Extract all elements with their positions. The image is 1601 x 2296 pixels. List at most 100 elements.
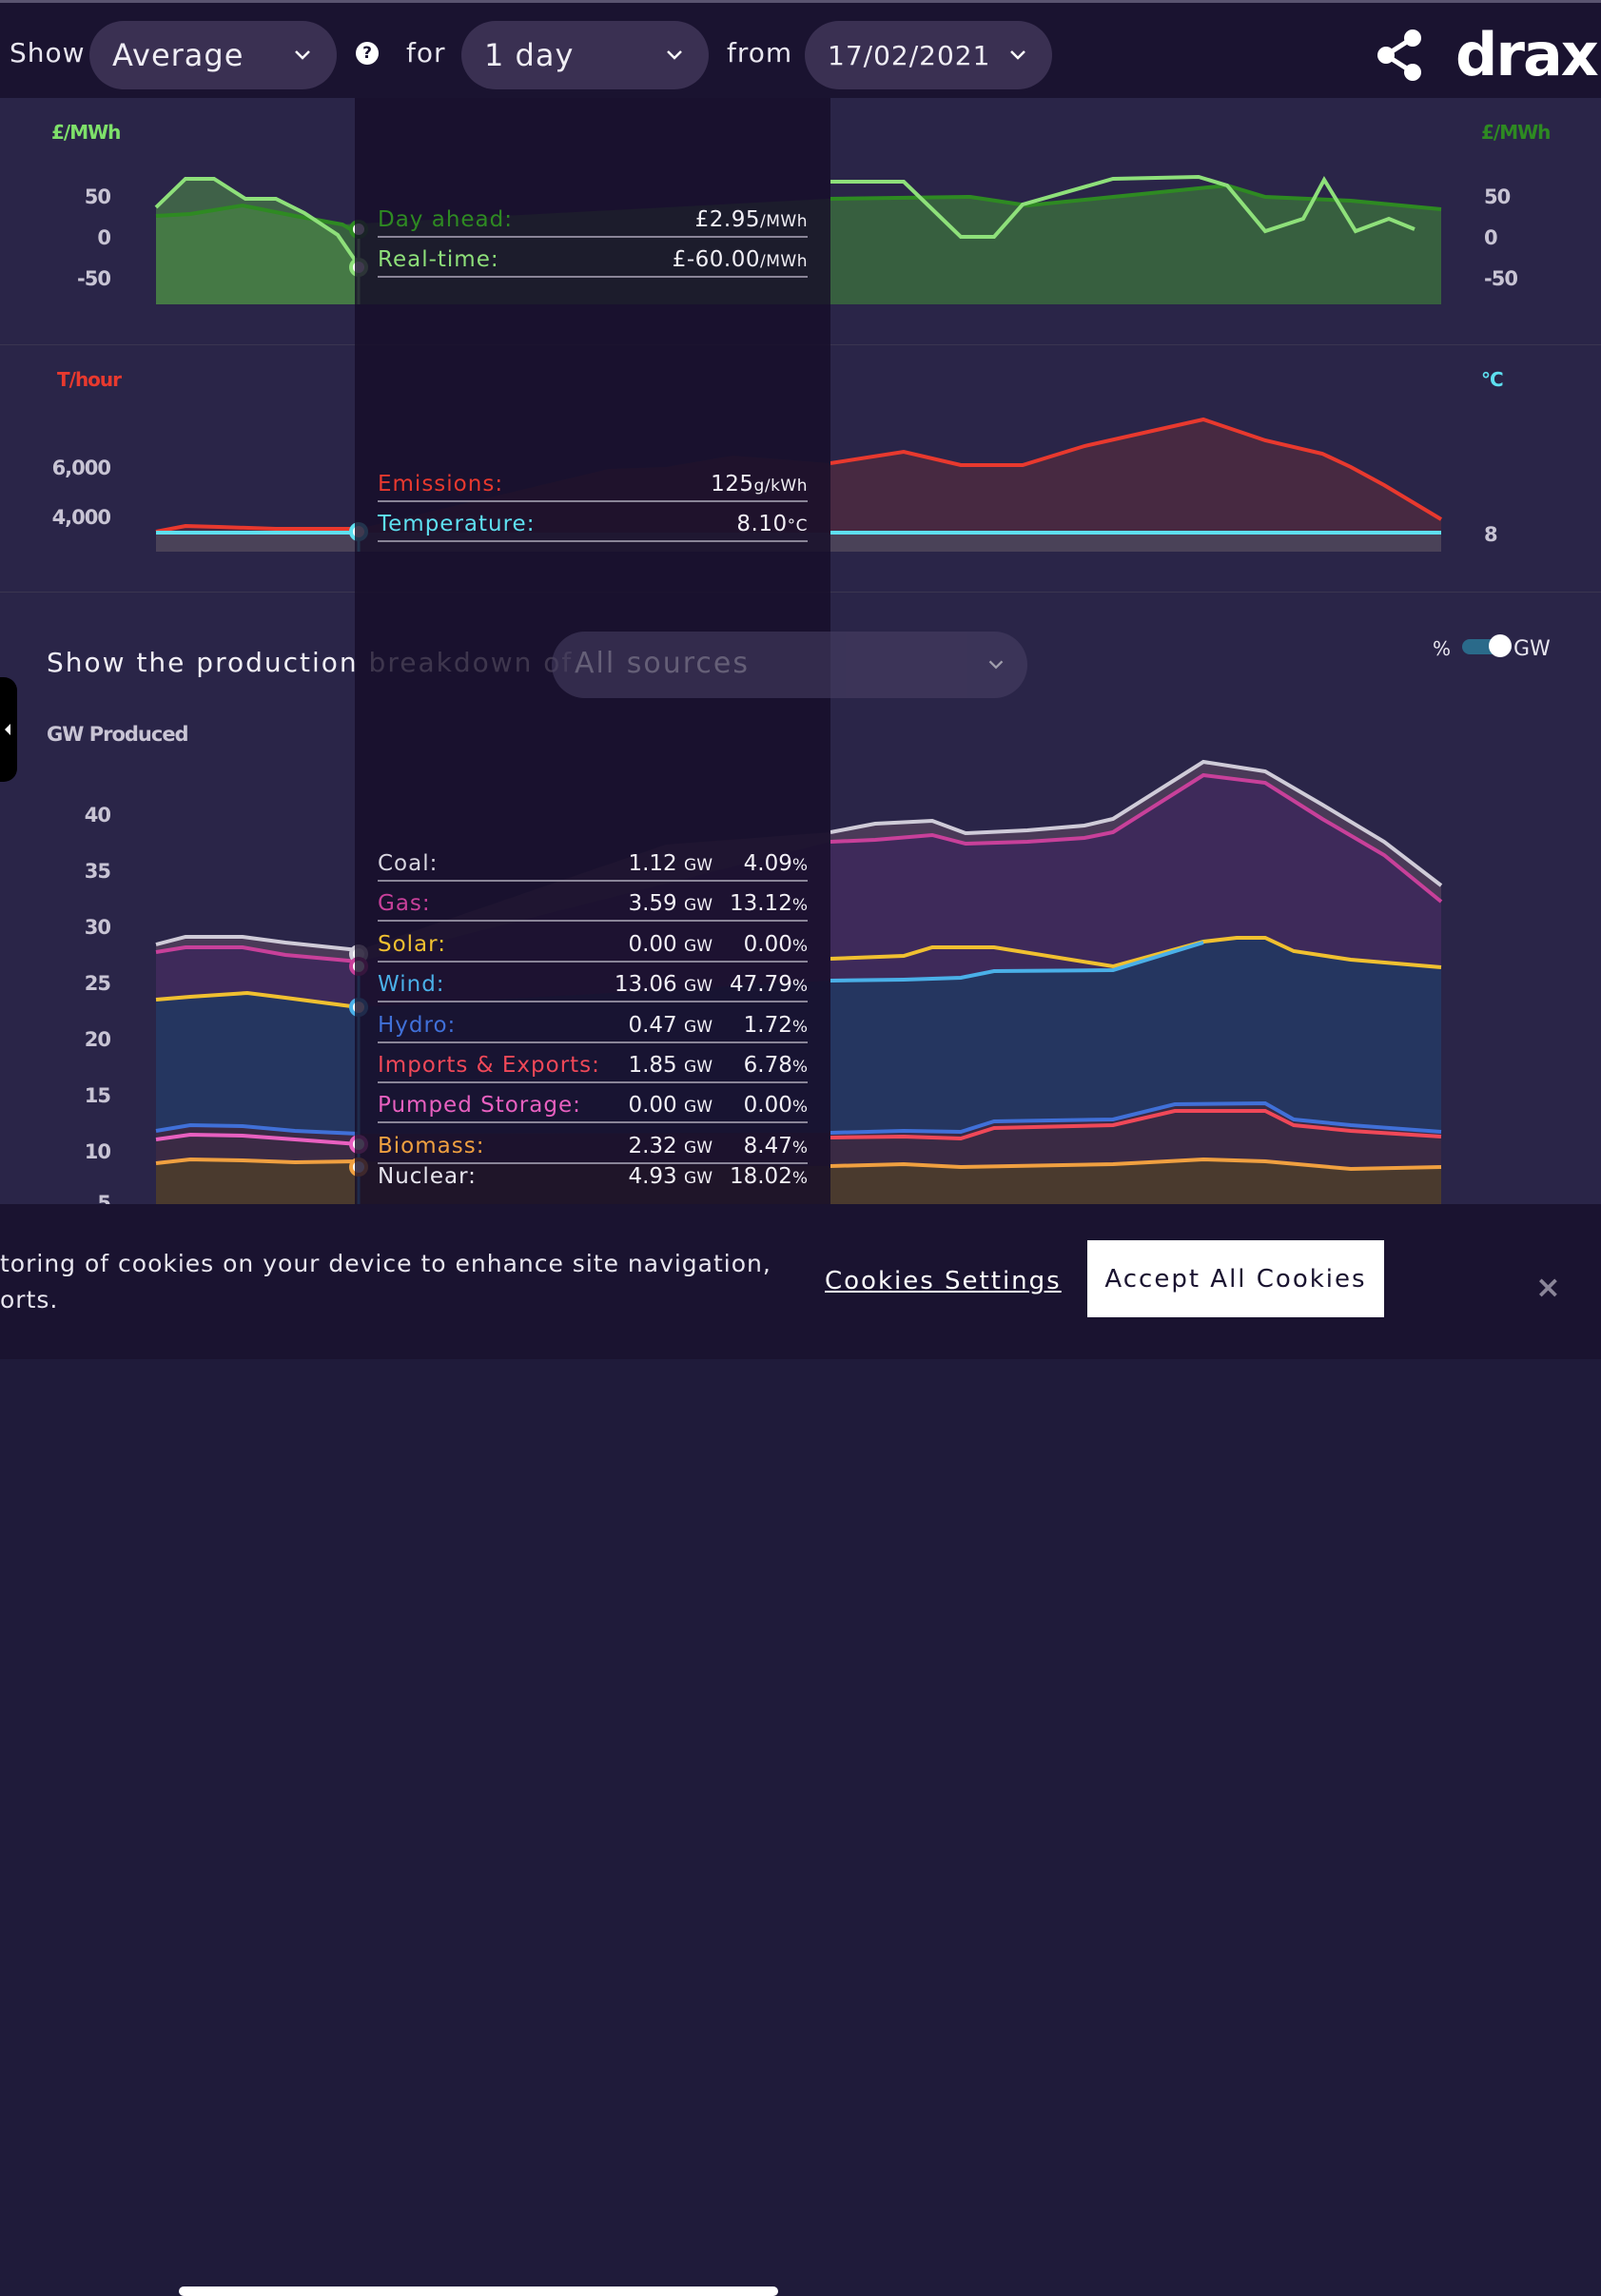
source-pct: 0.00% — [743, 931, 808, 957]
emissions-line — [155, 523, 359, 534]
production-row: Solar: 0.00 GW 0.00% — [378, 923, 808, 963]
production-row: Imports & Exports: 1.85 GW 6.78% — [378, 1043, 808, 1083]
help-icon[interactable]: ? — [356, 42, 379, 65]
period-select-value: 1 day — [484, 37, 575, 73]
price-tick-left: 50 — [84, 185, 111, 208]
production-row: Wind: 13.06 GW 47.79% — [378, 963, 808, 1003]
source-gw: 3.59 GW — [628, 891, 713, 917]
date-select[interactable]: 17/02/2021 — [805, 21, 1052, 89]
breakdown-select[interactable]: All sources — [552, 632, 1027, 698]
source-pct: 6.78% — [743, 1053, 808, 1078]
production-row: Coal: 1.12 GW 4.09% — [378, 842, 808, 882]
cookie-text-line: orts. — [0, 1286, 59, 1313]
show-select[interactable]: Average — [89, 21, 337, 89]
production-tick: 30 — [84, 916, 111, 939]
drax-logo[interactable]: drax — [1455, 20, 1599, 89]
top-bar: Show Average ? for 1 day from 17/02/2021… — [0, 0, 1601, 98]
source-pct: 8.47% — [743, 1133, 808, 1158]
realtime-line — [154, 177, 361, 267]
realtime-value: £-60.00/MWh — [672, 247, 808, 272]
source-pct: 0.00% — [743, 1093, 808, 1119]
emissions-row: Emissions: 125g/kWh — [378, 462, 808, 502]
gas-line — [830, 772, 1443, 904]
source-pct: 4.09% — [743, 851, 808, 876]
source-gw: 13.06 GW — [614, 972, 713, 998]
production-row: Biomass: 2.32 GW 8.47% — [378, 1124, 808, 1164]
source-pct: 1.72% — [743, 1012, 808, 1038]
cookie-banner: toring of cookies on your device to enha… — [0, 1204, 1601, 2296]
source-label: Imports & Exports: — [378, 1053, 600, 1078]
source-label: Nuclear: — [378, 1164, 477, 1190]
toggle-percent-label: % — [1433, 637, 1452, 660]
gas-line — [155, 945, 360, 963]
temperature-row: Temperature: 8.10°C — [378, 502, 808, 542]
coal-line — [155, 935, 360, 952]
toggle-gw-label: GW — [1513, 637, 1551, 661]
emissions-tick: 6,000 — [51, 457, 111, 479]
imports-line — [155, 1132, 360, 1146]
production-tick: 25 — [84, 972, 111, 995]
production-tick: 10 — [84, 1140, 111, 1163]
source-gw: 0.47 GW — [628, 1012, 713, 1038]
emissions-tick: 4,000 — [51, 506, 111, 529]
price-unit-left: £/MWh — [51, 121, 121, 144]
from-label: from — [727, 37, 793, 68]
source-label: Coal: — [378, 851, 439, 876]
price-unit-right: £/MWh — [1481, 121, 1551, 144]
source-gw: 1.12 GW — [628, 851, 713, 876]
source-label: Hydro: — [378, 1012, 457, 1038]
toggle-knob — [1489, 634, 1512, 657]
temperature-value: 8.10°C — [736, 512, 808, 536]
share-icon[interactable] — [1373, 29, 1426, 82]
chevron-down-icon — [1010, 50, 1025, 60]
scrollbar-thumb[interactable] — [179, 2286, 778, 2296]
period-select[interactable]: 1 day — [461, 21, 709, 89]
emissions-line — [830, 417, 1443, 521]
gw-produced-label: GW Produced — [47, 723, 189, 746]
close-icon[interactable]: × — [1535, 1269, 1561, 1305]
production-row: Hydro: 0.47 GW 1.72% — [378, 1003, 808, 1043]
emissions-value: 125g/kWh — [711, 472, 808, 496]
price-tick-right: 0 — [1484, 226, 1498, 249]
unit-toggle[interactable] — [1462, 634, 1512, 657]
production-tick: 15 — [84, 1084, 111, 1107]
hydro-line — [155, 1122, 360, 1136]
production-tick: 40 — [84, 804, 111, 827]
source-pct: 13.12% — [729, 891, 808, 917]
source-label: Biomass: — [378, 1133, 485, 1158]
realtime-label: Real-time: — [378, 247, 499, 272]
date-select-value: 17/02/2021 — [828, 39, 991, 71]
day-ahead-label: Day ahead: — [378, 207, 513, 232]
biomass-line — [155, 1157, 360, 1165]
source-label: Pumped Storage: — [378, 1093, 581, 1119]
source-label: Wind: — [378, 972, 445, 998]
production-tick: 20 — [84, 1028, 111, 1051]
chevron-left-icon — [5, 724, 10, 735]
price-tick-left: -50 — [77, 267, 111, 290]
source-gw: 4.93 GW — [628, 1164, 713, 1190]
day-ahead-line — [155, 203, 361, 236]
price-tick-left: 0 — [97, 226, 111, 249]
imports-line — [830, 1109, 1442, 1141]
source-gw: 1.85 GW — [628, 1053, 713, 1078]
cookie-settings-link[interactable]: Cookies Settings — [825, 1267, 1062, 1295]
source-label: Solar: — [378, 931, 446, 957]
temperature-tick: 8 — [1484, 523, 1498, 546]
hydro-line — [830, 1100, 1442, 1135]
coal-line — [830, 759, 1443, 887]
price-tick-right: 50 — [1484, 185, 1511, 208]
realtime-row: Real-time: £-60.00/MWh — [378, 238, 808, 278]
day-ahead-value: £2.95/MWh — [694, 207, 808, 232]
chevron-down-icon — [988, 660, 1004, 670]
biomass-line — [830, 1157, 1442, 1172]
cookie-text: toring of cookies on your device to enha… — [0, 1246, 771, 1318]
side-drawer-tab[interactable] — [0, 677, 17, 782]
source-label: Gas: — [378, 891, 431, 917]
accept-cookies-button[interactable]: Accept All Cookies — [1087, 1240, 1384, 1317]
source-gw: 2.32 GW — [628, 1133, 713, 1158]
production-row: Nuclear: 4.93 GW 18.02% — [378, 1164, 808, 1193]
source-pct: 47.79% — [729, 972, 808, 998]
solar-line — [155, 990, 360, 1009]
source-gw: 0.00 GW — [628, 931, 713, 957]
temperature-unit-right: °C — [1481, 368, 1504, 391]
